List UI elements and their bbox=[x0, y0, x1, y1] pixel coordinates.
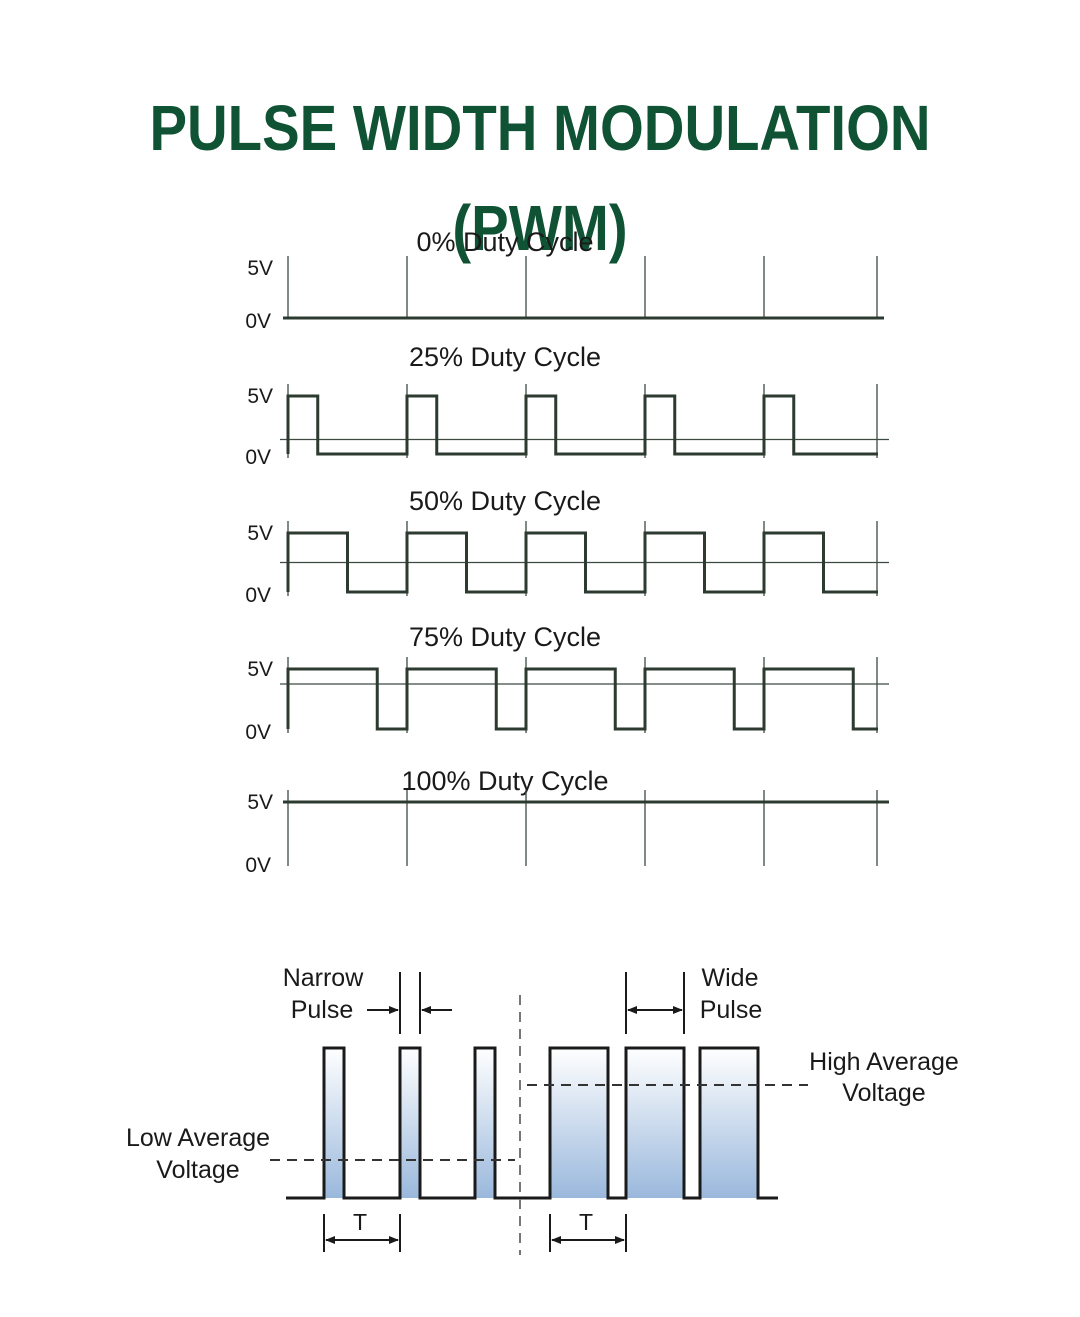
voltage-high-label: 5V bbox=[247, 658, 273, 681]
duty-panel-title: 25% Duty Cycle bbox=[409, 342, 601, 372]
wide-pulses-fill bbox=[550, 1048, 758, 1198]
narrow-vs-wide-comparison: Narrow Pulse Wide Pulse Low Average Volt… bbox=[126, 964, 959, 1255]
wide-pulse-waveform bbox=[520, 1046, 778, 1200]
duty-panel-3: 75% Duty Cycle 5V 0V bbox=[245, 622, 889, 744]
voltage-low-label: 0V bbox=[245, 854, 271, 877]
duty-panel-0: 0% Duty Cycle 5V 0V bbox=[245, 227, 884, 333]
page-title: PULSE WIDTH MODULATION (PWM) bbox=[0, 78, 1080, 264]
wide-label-2: Pulse bbox=[700, 996, 763, 1024]
period-right-label: T bbox=[579, 1209, 593, 1235]
duty-panel-2: 50% Duty Cycle 5V 0V bbox=[245, 486, 889, 607]
narrow-pulses-fill bbox=[324, 1048, 495, 1198]
period-left-label: T bbox=[353, 1209, 367, 1235]
voltage-high-label: 5V bbox=[247, 791, 273, 814]
high-average-label-2: Voltage bbox=[842, 1079, 925, 1107]
narrow-label-1: Narrow bbox=[283, 964, 365, 992]
voltage-high-label: 5V bbox=[247, 257, 273, 280]
pwm-waveform bbox=[286, 531, 878, 594]
duty-panel-title: 100% Duty Cycle bbox=[401, 766, 608, 796]
page-title-text: PULSE WIDTH MODULATION (PWM) bbox=[149, 92, 931, 264]
voltage-high-label: 5V bbox=[247, 385, 273, 408]
duty-panel-title: 75% Duty Cycle bbox=[409, 622, 601, 652]
duty-panel-4: 100% Duty Cycle 5V 0V bbox=[245, 766, 889, 877]
duty-panel-title: 50% Duty Cycle bbox=[409, 486, 601, 516]
pwm-waveform bbox=[286, 667, 878, 731]
narrow-pulse-waveform bbox=[286, 1046, 520, 1200]
voltage-high-label: 5V bbox=[247, 522, 273, 545]
duty-panel-1: 25% Duty Cycle 5V 0V bbox=[245, 342, 889, 469]
pwm-waveform bbox=[286, 394, 878, 456]
narrow-label-2: Pulse bbox=[291, 996, 354, 1024]
voltage-low-label: 0V bbox=[245, 310, 271, 333]
voltage-low-label: 0V bbox=[245, 721, 271, 744]
wide-label-1: Wide bbox=[702, 964, 759, 992]
low-average-label-1: Low Average bbox=[126, 1124, 270, 1152]
low-average-label-2: Voltage bbox=[156, 1156, 239, 1184]
voltage-low-label: 0V bbox=[245, 584, 271, 607]
duty-panel-title: 0% Duty Cycle bbox=[416, 227, 593, 257]
high-average-label-1: High Average bbox=[809, 1048, 959, 1076]
voltage-low-label: 0V bbox=[245, 446, 271, 469]
